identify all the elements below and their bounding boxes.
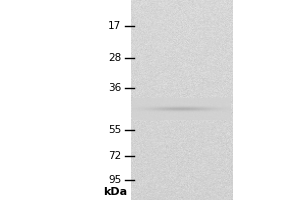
Text: 55: 55 bbox=[108, 125, 122, 135]
Text: kDa: kDa bbox=[103, 187, 127, 197]
Text: 72: 72 bbox=[108, 151, 122, 161]
Text: 17: 17 bbox=[108, 21, 122, 31]
Text: 95: 95 bbox=[108, 175, 122, 185]
Text: 28: 28 bbox=[108, 53, 122, 63]
Text: 36: 36 bbox=[108, 83, 122, 93]
